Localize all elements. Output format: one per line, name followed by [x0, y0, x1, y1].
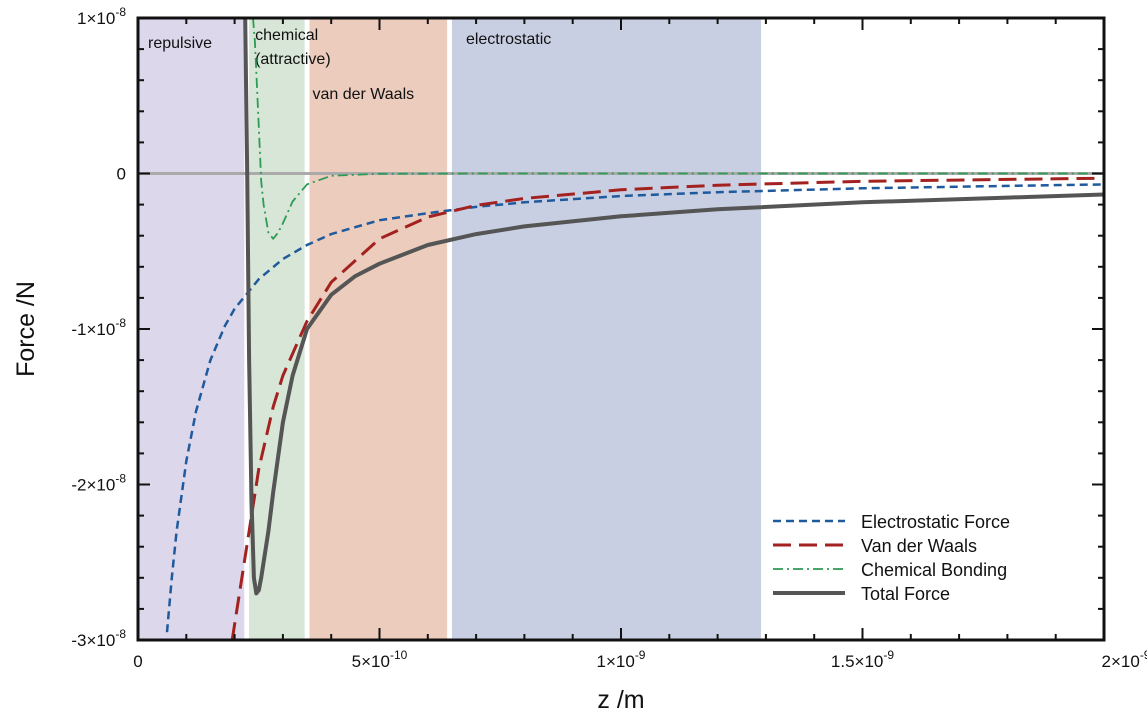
- y-tick-label-exponent: -8: [115, 316, 126, 330]
- region-bands: [138, 18, 762, 640]
- series-line-van-der-waals: [230, 176, 1104, 640]
- x-tick-label-exponent: -9: [883, 648, 894, 662]
- x-tick-label: 2×10-9: [1102, 648, 1147, 671]
- axis-ticks: [137, 17, 1105, 641]
- x-tick-label-base: 5×10: [352, 652, 390, 671]
- region-label-chemical: chemical: [255, 27, 318, 44]
- legend: Electrostatic Force Van der Waals Chemical…: [773, 512, 1010, 604]
- x-tick-label-base: 2×10: [1102, 652, 1140, 671]
- legend-label-chemical-bonding: Chemical Bonding: [861, 560, 1007, 580]
- region-label-van-der-waals: van der Waals: [312, 86, 414, 103]
- x-axis-label: z /m: [597, 686, 644, 714]
- legend-label-total-force: Total Force: [861, 584, 950, 604]
- region-labels: repulsive chemical (attractive) van der Waa…: [148, 27, 551, 103]
- region-chemical: [249, 18, 305, 640]
- y-tick-label: -3×10-8: [71, 627, 126, 650]
- y-axis-label: Force /N: [12, 281, 40, 377]
- y-tick-label: -2×10-8: [71, 472, 126, 495]
- region-label-repulsive: repulsive: [148, 35, 212, 52]
- y-tick-label-base: -2×10: [71, 476, 115, 495]
- region-repulsive: [138, 18, 245, 640]
- x-tick-label: 5×10-10: [352, 648, 408, 671]
- region-van-der-waals: [309, 18, 448, 640]
- y-tick-label-exponent: -8: [115, 627, 126, 641]
- series-lines: [165, 18, 1104, 640]
- y-tick-label-exponent: -8: [115, 472, 126, 486]
- y-tick-label: -1×10-8: [71, 316, 126, 339]
- region-label-electrostatic: electrostatic: [466, 31, 551, 48]
- y-tick-label-base: -1×10: [71, 320, 115, 339]
- tick-labels: 05×10-101×10-91.5×10-92×10-91×10-80-1×10…: [71, 5, 1147, 671]
- x-tick-label-base: 0: [133, 652, 142, 671]
- legend-label-van-der-waals: Van der Waals: [861, 536, 977, 556]
- region-electrostatic: [451, 18, 762, 640]
- y-tick-label-base: 0: [117, 165, 126, 184]
- x-tick-label-exponent: -10: [390, 648, 408, 662]
- series-line-chemical-bonding: [252, 18, 1104, 240]
- series-line-electrostatic-force: [165, 183, 1104, 633]
- legend-label-electrostatic-force: Electrostatic Force: [861, 512, 1010, 532]
- y-tick-label-exponent: -8: [115, 5, 126, 19]
- y-tick-label: 1×10-8: [77, 5, 126, 28]
- x-tick-label: 1.5×10-9: [831, 648, 894, 671]
- x-tick-label: 0: [133, 652, 142, 671]
- y-tick-label: 0: [117, 165, 126, 184]
- series-line-total-force: [243, 18, 1104, 596]
- region-label-chemical-sub: (attractive): [255, 51, 331, 68]
- x-tick-label-exponent: -9: [1140, 648, 1147, 662]
- y-tick-label-base: -3×10: [71, 631, 115, 650]
- x-tick-label: 1×10-9: [597, 648, 646, 671]
- x-tick-label-exponent: -9: [635, 648, 646, 662]
- x-tick-label-base: 1.5×10: [831, 652, 883, 671]
- x-tick-label-base: 1×10: [597, 652, 635, 671]
- y-tick-label-base: 1×10: [77, 9, 115, 28]
